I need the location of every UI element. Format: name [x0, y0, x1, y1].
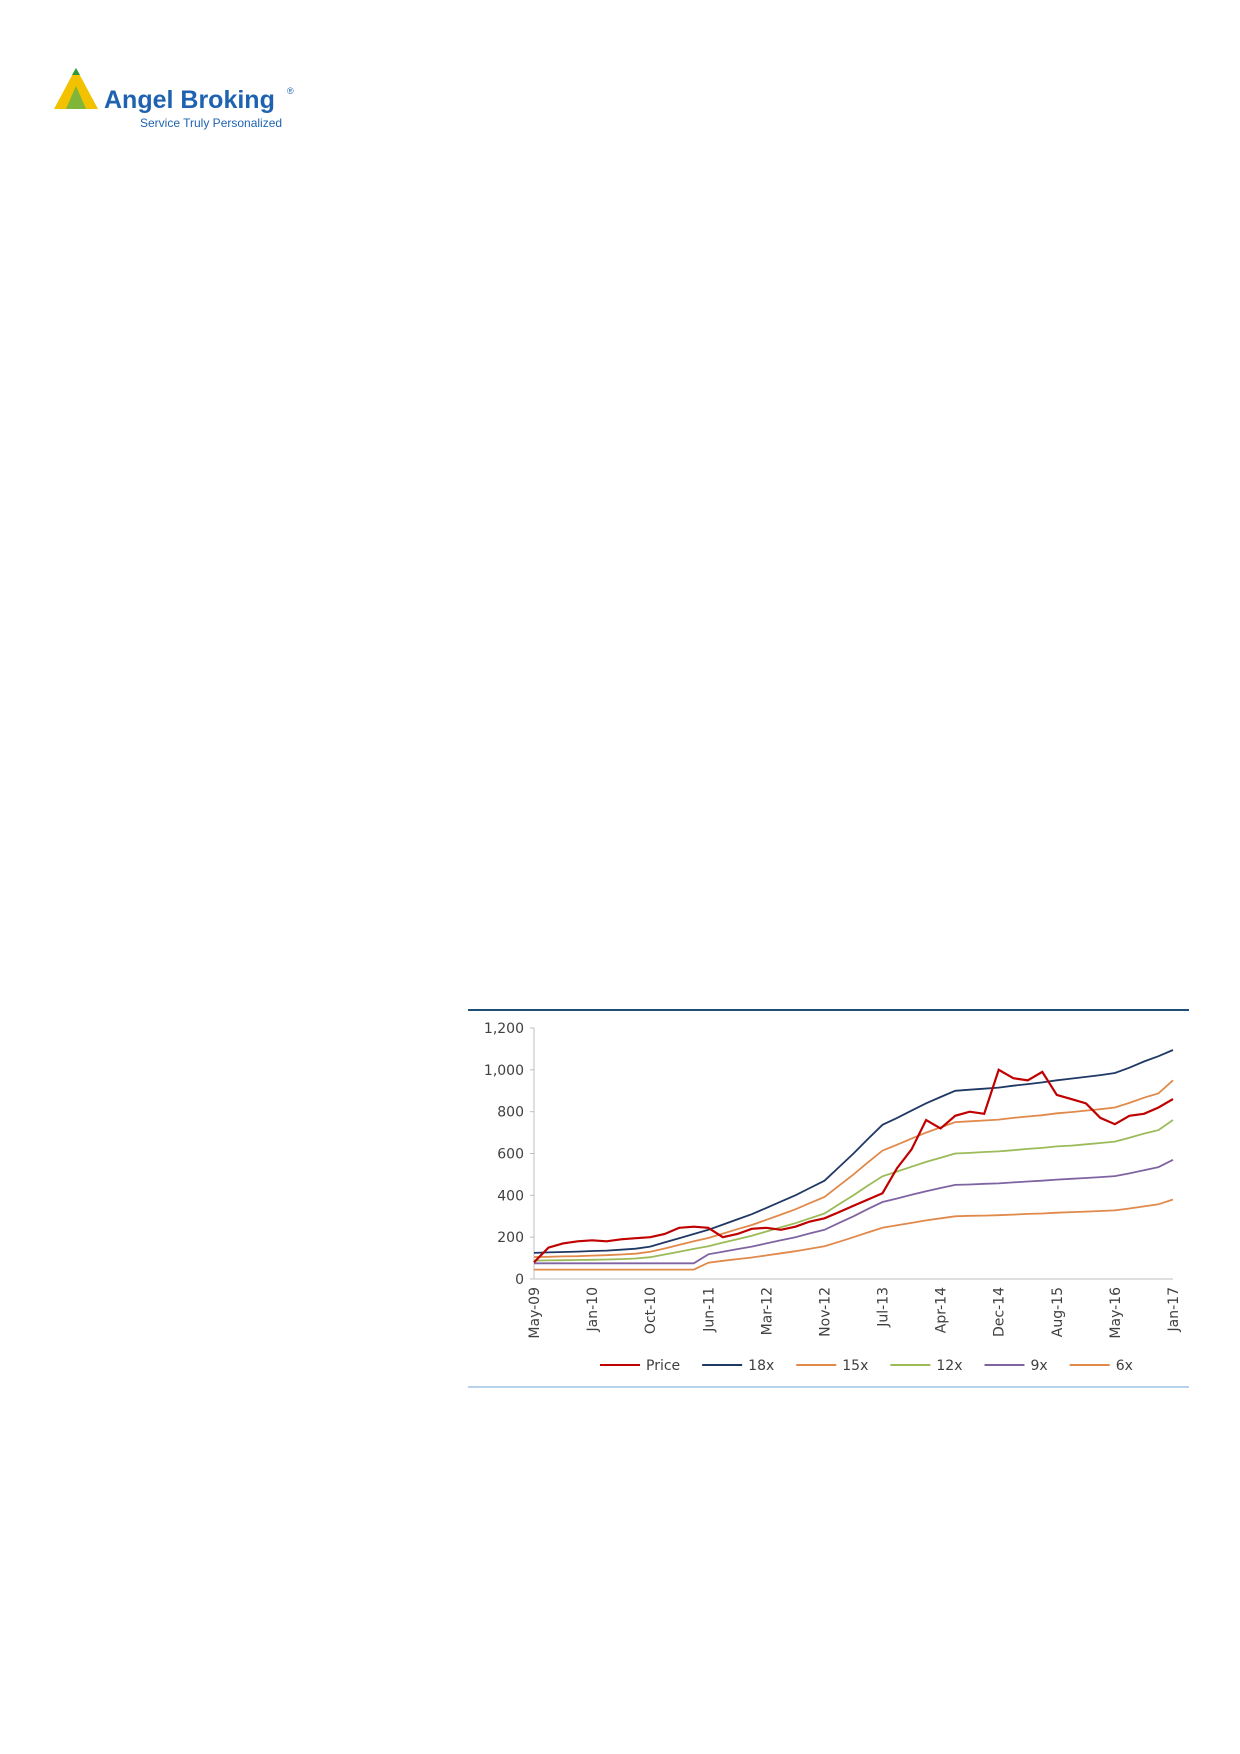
brand-name: Angel Broking	[104, 86, 275, 114]
legend-label: 12x	[936, 1358, 962, 1374]
y-tick-label: 800	[497, 1105, 524, 1121]
logo-mark-tip	[72, 68, 80, 75]
x-tick-label: Jul-13	[876, 1287, 892, 1328]
series-line	[534, 1198, 1174, 1271]
x-tick-label: Mar-12	[759, 1287, 775, 1335]
x-tick-label: May-16	[1108, 1287, 1124, 1339]
y-tick-label: 200	[497, 1230, 524, 1246]
y-tick-label: 400	[497, 1188, 524, 1204]
series-line	[533, 1049, 1174, 1254]
x-tick-label: Apr-14	[934, 1287, 950, 1333]
series-line	[533, 1068, 1174, 1264]
legend-label: 9x	[1030, 1358, 1047, 1374]
series-line	[533, 1079, 1174, 1258]
legend-label: 18x	[748, 1358, 774, 1374]
series-line	[534, 1158, 1174, 1265]
legend-label: Price	[646, 1358, 680, 1374]
legend-label: 6x	[1116, 1358, 1133, 1374]
series-line	[533, 1119, 1174, 1262]
x-tick-label: Jan-10	[585, 1287, 601, 1332]
x-tick-label: Nov-12	[817, 1287, 833, 1337]
registered-mark: ®	[287, 86, 294, 96]
x-tick-label: Oct-10	[643, 1287, 659, 1334]
x-tick-label: Jun-11	[701, 1287, 717, 1333]
x-tick-label: Dec-14	[992, 1287, 1008, 1337]
tagline: Service Truly Personalized	[140, 116, 282, 130]
y-tick-label: 600	[497, 1147, 524, 1163]
x-tick-label: Jan-17	[1166, 1287, 1182, 1332]
y-tick-label: 1,000	[484, 1063, 524, 1079]
y-tick-label: 1,200	[484, 1021, 524, 1037]
logo: Angel Broking ® Service Truly Personaliz…	[54, 68, 294, 130]
logo-mark-inner	[66, 86, 86, 109]
legend-label: 15x	[842, 1358, 868, 1374]
x-tick-label: May-09	[527, 1287, 543, 1339]
x-tick-label: Aug-15	[1050, 1287, 1066, 1337]
y-tick-label: 0	[515, 1272, 524, 1288]
